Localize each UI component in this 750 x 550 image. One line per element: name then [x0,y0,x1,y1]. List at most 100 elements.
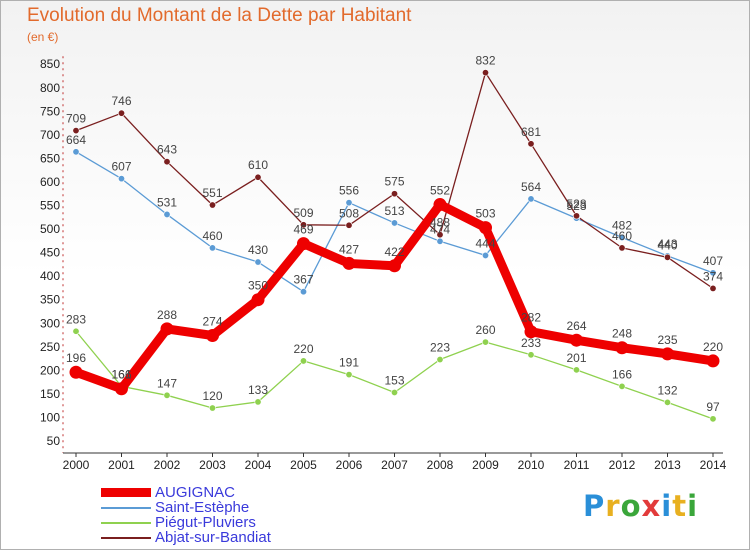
data-label-saint-est-phe: 513 [384,204,404,218]
x-tick-label: 2005 [290,458,317,472]
data-point-abjat-sur-bandiat [209,201,217,209]
data-point-saint-est-phe [390,219,398,227]
data-point-abjat-sur-bandiat [527,140,535,148]
data-point-pi-gut-pluviers [209,404,217,412]
data-label-abjat-sur-bandiat: 832 [475,54,495,68]
data-label-saint-est-phe: 367 [293,273,313,287]
x-tick-label: 2008 [427,458,454,472]
y-tick-label: 300 [40,316,60,330]
data-point-augignac [206,328,219,342]
data-label-augignac: 161 [111,368,131,382]
data-label-abjat-sur-bandiat: 575 [384,175,404,189]
data-label-saint-est-phe: 664 [66,133,86,147]
y-tick-label: 400 [40,269,60,283]
y-tick-label: 200 [40,363,60,377]
data-label-augignac: 503 [475,207,495,221]
data-point-pi-gut-pluviers [72,327,80,335]
data-point-abjat-sur-bandiat [72,127,80,135]
data-label-saint-est-phe: 482 [612,219,632,233]
y-tick-label: 450 [40,246,60,260]
data-point-pi-gut-pluviers [163,391,171,399]
data-label-augignac: 248 [612,327,632,341]
data-label-abjat-sur-bandiat: 709 [66,112,86,126]
data-label-pi-gut-pluviers: 166 [612,367,632,381]
data-label-abjat-sur-bandiat: 488 [430,216,450,230]
x-tick-label: 2010 [518,458,545,472]
data-label-augignac: 422 [384,245,404,259]
legend-swatch [101,521,151,524]
legend-label: Abjat-sur-Bandiat [155,529,271,546]
data-point-saint-est-phe [118,175,126,183]
legend-item-pi-gut-pluviers: Piégut-Pluviers [101,515,256,530]
y-tick-label: 350 [40,293,60,307]
data-point-pi-gut-pluviers [527,351,535,359]
data-label-pi-gut-pluviers: 201 [566,351,586,365]
y-tick-label: 850 [40,57,60,71]
x-tick-label: 2004 [245,458,272,472]
data-point-abjat-sur-bandiat [618,244,626,252]
data-label-augignac: 196 [66,351,86,365]
data-point-pi-gut-pluviers [618,382,626,390]
data-point-pi-gut-pluviers [663,398,671,406]
x-tick-label: 2011 [564,458,590,472]
legend-swatch [101,506,151,509]
data-point-pi-gut-pluviers [390,388,398,396]
data-label-abjat-sur-bandiat: 610 [248,158,268,172]
data-label-abjat-sur-bandiat: 528 [566,197,586,211]
data-label-pi-gut-pluviers: 223 [430,341,450,355]
data-point-augignac [160,322,174,336]
data-label-pi-gut-pluviers: 97 [706,400,720,414]
logo-letter: r [605,489,621,523]
data-point-abjat-sur-bandiat [163,158,171,166]
data-point-augignac [342,256,356,270]
data-label-augignac: 552 [430,184,450,198]
data-point-augignac [297,237,310,251]
y-tick-label: 150 [40,387,60,401]
data-point-augignac [69,365,83,379]
data-label-abjat-sur-bandiat: 746 [111,94,131,108]
logo-letter: i [687,489,699,523]
data-label-pi-gut-pluviers: 147 [157,376,177,390]
data-point-pi-gut-pluviers [345,371,353,379]
data-point-augignac [388,259,401,273]
chart-subtitle: (en €) [27,30,59,44]
legend-swatch [101,536,151,539]
data-label-pi-gut-pluviers: 260 [475,323,495,337]
chart-title: Evolution du Montant de la Dette par Hab… [27,5,412,26]
data-label-augignac: 235 [657,333,677,347]
x-tick-label: 2001 [108,458,135,472]
y-tick-label: 500 [40,222,60,236]
data-point-augignac [115,382,128,396]
data-point-saint-est-phe [345,199,353,207]
data-label-pi-gut-pluviers: 191 [339,356,359,370]
y-tick-label: 50 [47,434,61,448]
x-tick-label: 2000 [63,458,90,472]
y-tick-label: 550 [40,199,60,213]
x-tick-label: 2006 [336,458,363,472]
logo-letter: o [620,489,642,523]
data-point-abjat-sur-bandiat [345,221,353,229]
data-point-saint-est-phe [163,210,171,218]
x-tick-label: 2014 [700,458,727,472]
data-point-augignac [251,293,265,307]
data-label-abjat-sur-bandiat: 643 [157,143,177,157]
data-label-augignac: 427 [339,242,359,256]
data-label-pi-gut-pluviers: 133 [248,383,268,397]
x-tick-label: 2013 [654,458,681,472]
y-tick-label: 750 [40,104,60,118]
data-label-saint-est-phe: 607 [111,160,131,174]
data-point-saint-est-phe [481,251,489,259]
x-tick-label: 2012 [609,458,636,472]
data-point-saint-est-phe [209,244,217,252]
data-point-saint-est-phe [299,288,307,296]
data-point-augignac [479,221,492,235]
data-point-abjat-sur-bandiat [118,109,126,117]
data-label-abjat-sur-bandiat: 460 [612,229,632,243]
data-point-saint-est-phe [618,234,626,242]
data-point-pi-gut-pluviers [254,398,262,406]
data-point-abjat-sur-bandiat [254,173,262,181]
data-label-abjat-sur-bandiat: 508 [339,206,359,220]
data-point-saint-est-phe [72,148,80,156]
data-point-abjat-sur-bandiat [390,190,398,198]
